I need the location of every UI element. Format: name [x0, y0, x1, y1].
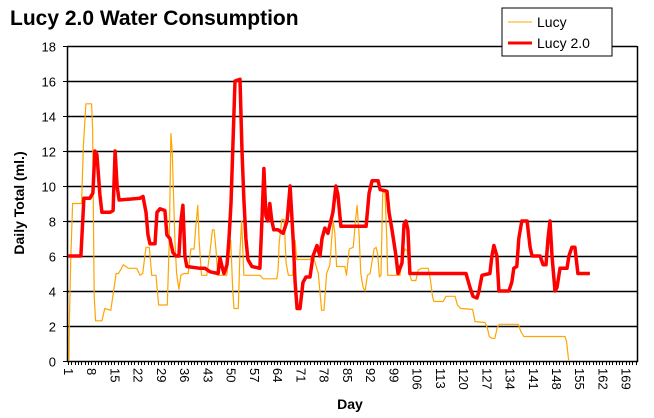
y-tick-label: 8 — [49, 215, 56, 230]
x-tick-label: 29 — [154, 368, 169, 382]
x-tick-label: 57 — [247, 368, 262, 382]
x-tick-label: 113 — [433, 368, 448, 389]
y-tick-label: 16 — [42, 75, 56, 90]
y-tick-labels: 0 2 4 6 8 10 12 14 16 18 — [42, 40, 56, 370]
x-tick-label: 141 — [526, 368, 541, 390]
x-axis-label: Day — [337, 396, 363, 412]
legend-box — [501, 7, 613, 57]
x-tick-labels: 1 8 15 22 29 36 43 50 57 64 71 78 85 92 99 106 113 120 127… — [61, 368, 634, 390]
x-tick-label: 36 — [177, 368, 192, 382]
x-tick-label: 162 — [595, 368, 610, 390]
x-tick-label: 134 — [503, 368, 518, 390]
series-line-lucy — [68, 103, 570, 362]
x-tick-label: 64 — [270, 368, 285, 382]
legend-label-lucy: Lucy — [537, 14, 567, 30]
x-tick-label: 127 — [479, 368, 494, 390]
series-lines — [68, 77, 590, 362]
x-tick-label: 15 — [107, 368, 122, 382]
legend: Lucy Lucy 2.0 — [501, 7, 613, 57]
series-line-lucy-2 — [68, 77, 590, 311]
x-tick-label: 50 — [224, 368, 239, 382]
x-tick-label: 1 — [61, 368, 76, 375]
y-tick-label: 2 — [49, 320, 56, 335]
y-tick-label: 0 — [49, 355, 56, 370]
x-tick-label: 78 — [317, 368, 332, 382]
x-tick-label: 43 — [200, 368, 215, 382]
x-tick-label: 22 — [131, 368, 146, 382]
x-tick-label: 120 — [456, 368, 471, 390]
axes — [63, 46, 639, 365]
y-axis-label: Daily Total (ml.) — [11, 151, 27, 254]
y-tick-label: 14 — [42, 110, 56, 125]
y-tick-label: 18 — [42, 40, 56, 55]
y-tick-label: 4 — [49, 285, 56, 300]
x-tick-label: 92 — [363, 368, 378, 382]
x-tick-label: 99 — [386, 368, 401, 382]
x-tick-label: 71 — [293, 368, 308, 382]
x-tick-label: 148 — [549, 368, 564, 390]
x-tick-label: 85 — [340, 368, 355, 382]
x-tick-label: 155 — [572, 368, 587, 390]
y-tick-label: 10 — [42, 180, 56, 195]
x-tick-label: 106 — [410, 368, 425, 390]
chart-title: Lucy 2.0 Water Consumption — [10, 7, 299, 30]
gridlines — [67, 45, 637, 328]
x-tick-label: 169 — [619, 368, 634, 390]
legend-label-lucy-2: Lucy 2.0 — [537, 35, 590, 51]
y-tick-label: 12 — [42, 145, 56, 160]
x-tick-label: 8 — [84, 368, 99, 375]
y-tick-label: 6 — [49, 250, 56, 265]
